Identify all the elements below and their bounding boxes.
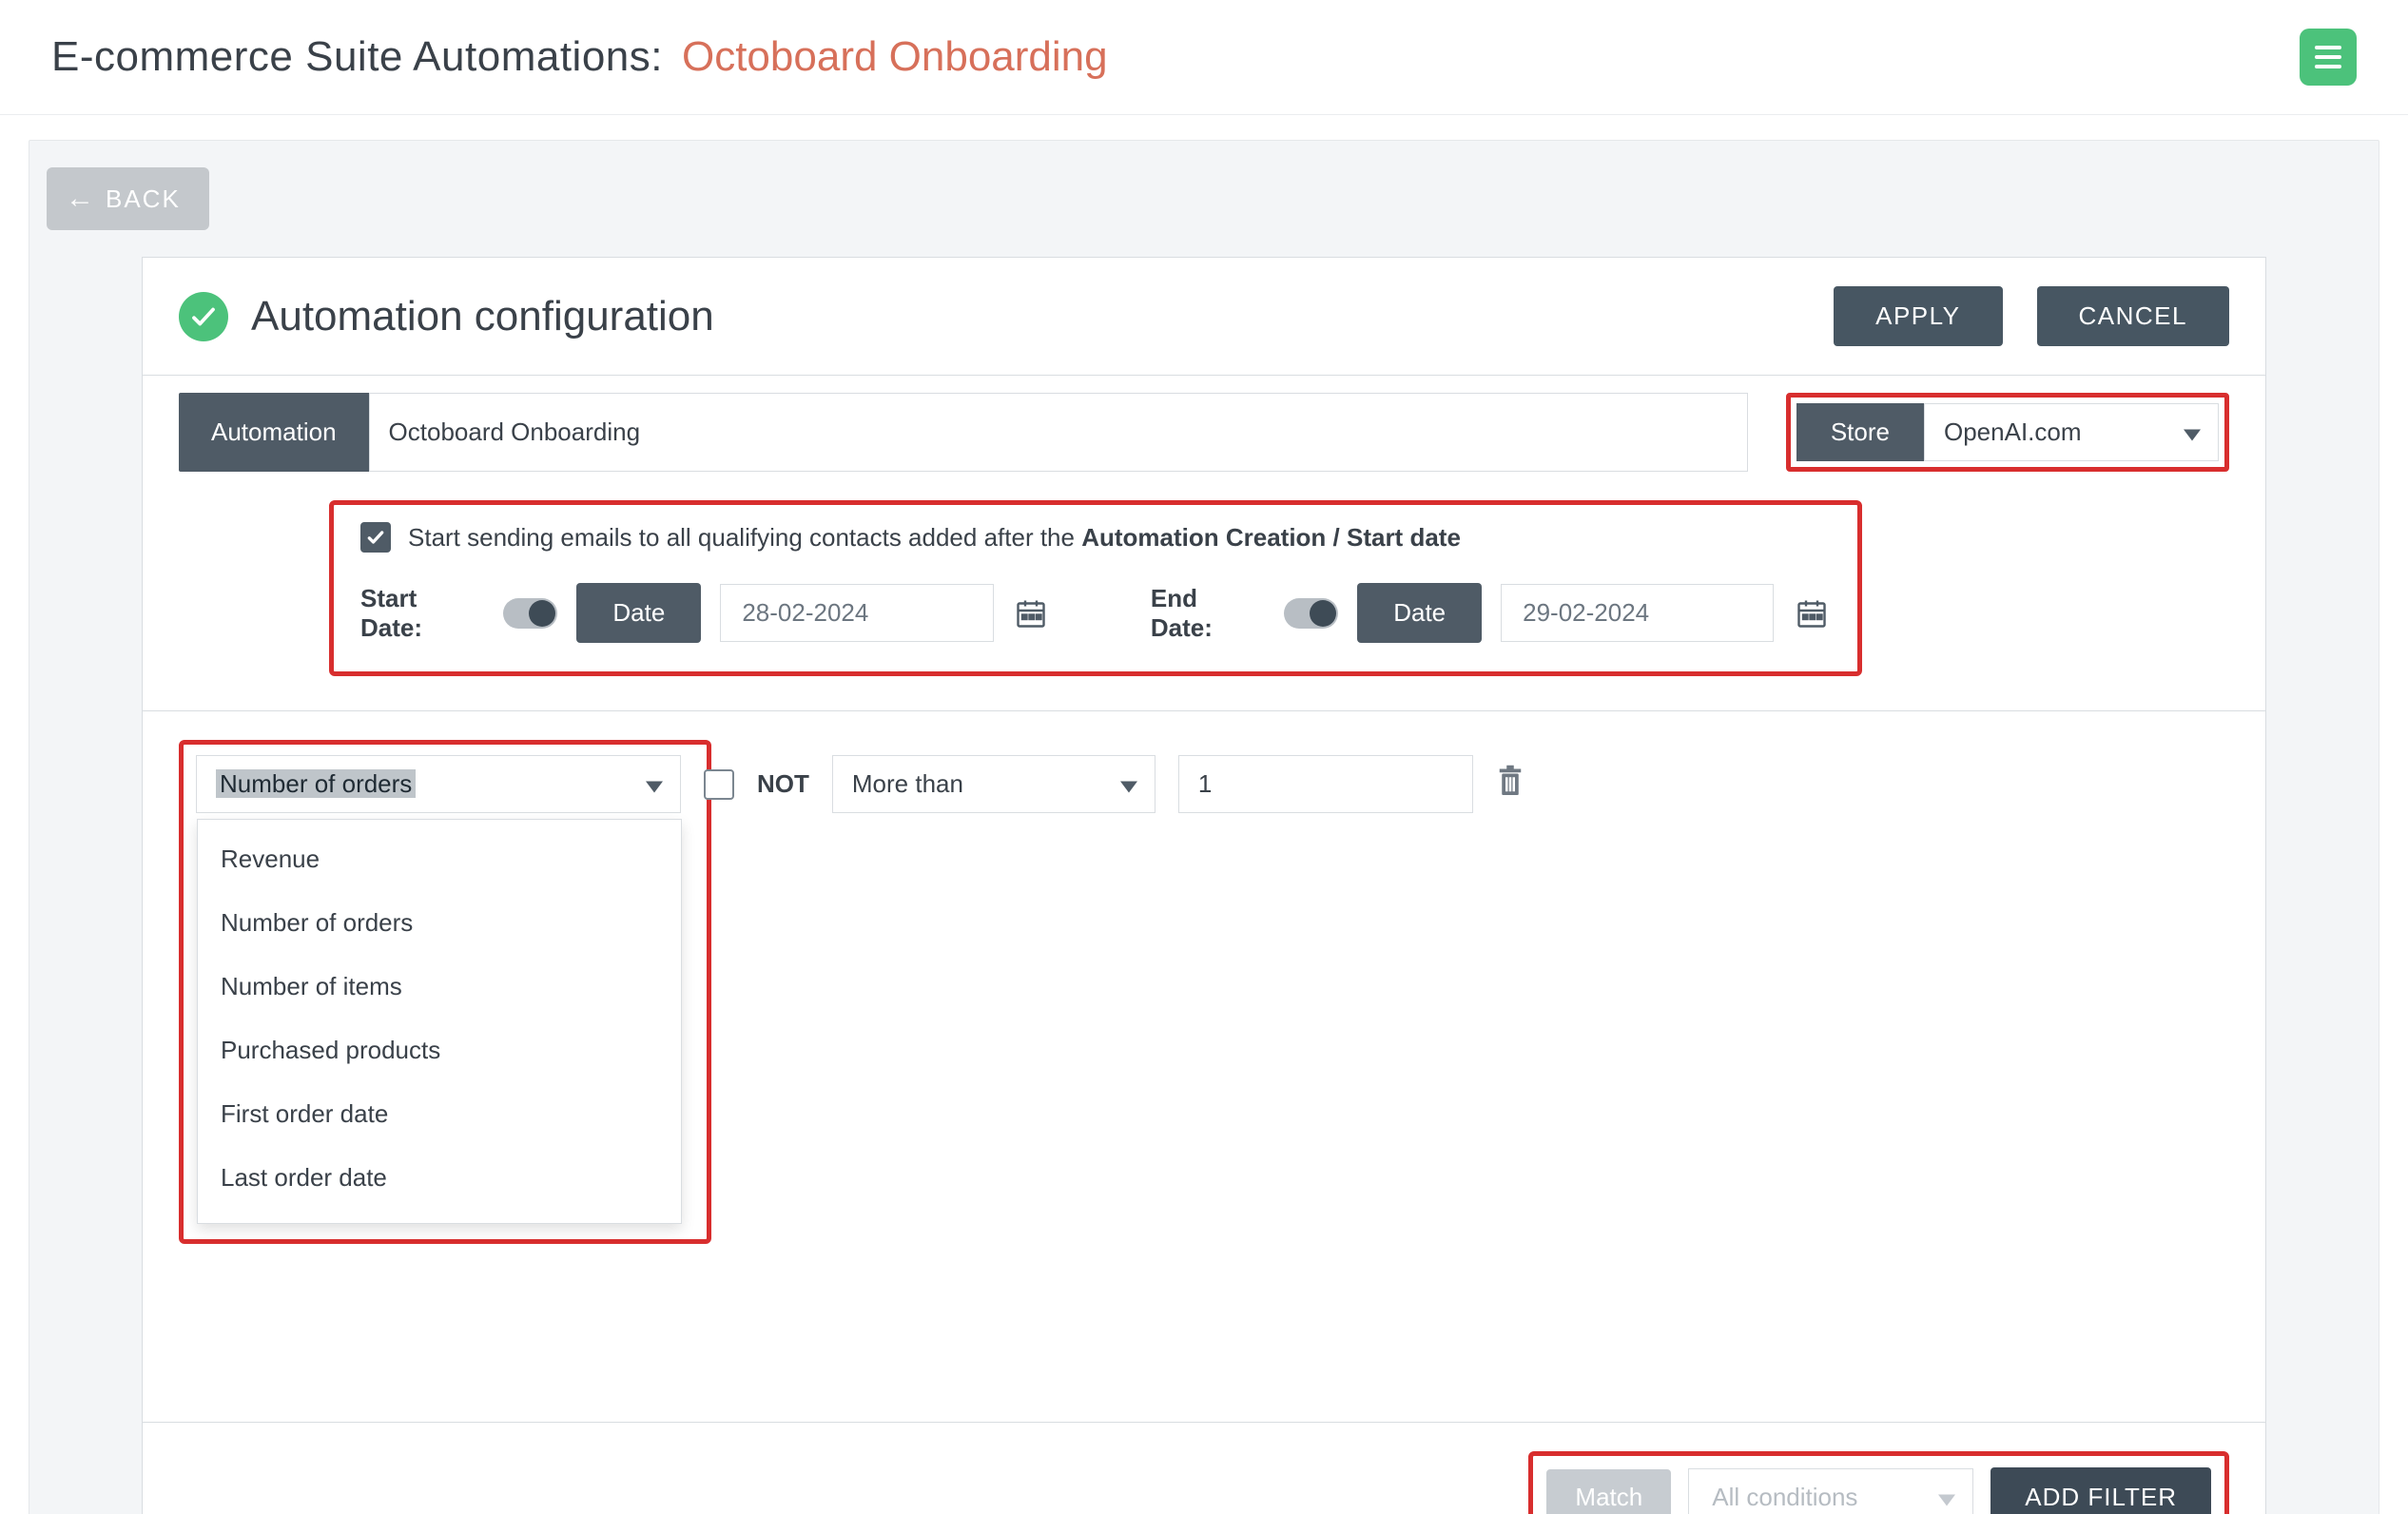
automation-name-input[interactable]: Octoboard Onboarding xyxy=(369,393,1748,472)
chevron-down-icon xyxy=(1938,1483,1955,1512)
dropdown-item[interactable]: Purchased products xyxy=(198,1019,681,1082)
date-row: Start Date: Date 28-02-2024 End Date: Da… xyxy=(360,583,1831,643)
dropdown-item[interactable]: Last order date xyxy=(198,1146,681,1210)
end-date-button[interactable]: Date xyxy=(1357,583,1482,643)
schedule-checkbox[interactable] xyxy=(360,522,391,553)
add-filter-button[interactable]: ADD FILTER xyxy=(1990,1467,2211,1514)
card-header: Automation configuration APPLY CANCEL xyxy=(143,258,2265,375)
card-title: Automation configuration xyxy=(251,293,714,340)
end-date-toggle[interactable] xyxy=(1284,598,1338,629)
content-shell: ← BACK Automation configuration APPLY CA… xyxy=(29,140,2379,1514)
schedule-checkbox-row: Start sending emails to all qualifying c… xyxy=(360,522,1831,553)
card-footer: Match All conditions ADD FILTER xyxy=(143,1422,2265,1514)
filter-value-input[interactable]: 1 xyxy=(1178,755,1473,813)
automation-group: Automation Octoboard Onboarding xyxy=(179,393,1748,472)
footer-highlight: Match All conditions ADD FILTER xyxy=(1528,1451,2229,1514)
back-button-label: BACK xyxy=(106,184,181,214)
delete-filter-button[interactable] xyxy=(1496,764,1524,805)
filter-metric-value: Number of orders xyxy=(216,769,416,798)
check-icon xyxy=(179,292,228,341)
schedule-checkbox-label: Start sending emails to all qualifying c… xyxy=(408,523,1461,553)
filter-comparator-select[interactable]: More than xyxy=(832,755,1155,813)
match-label: Match xyxy=(1546,1469,1671,1514)
filter-metric-dropdown: Revenue Number of orders Number of items… xyxy=(197,819,682,1224)
schedule-label-bold: Automation Creation / Start date xyxy=(1081,523,1461,552)
schedule-highlight: Start sending emails to all qualifying c… xyxy=(329,500,1862,676)
not-label: NOT xyxy=(757,769,809,799)
chevron-down-icon xyxy=(1120,769,1137,799)
start-date-label: Start Date: xyxy=(360,584,484,643)
store-select[interactable]: OpenAI.com xyxy=(1924,403,2219,461)
dropdown-item[interactable]: Revenue xyxy=(198,827,681,891)
apply-button[interactable]: APPLY xyxy=(1834,286,2002,346)
filter-metric-select[interactable]: Number of orders Revenue Number of order… xyxy=(196,755,681,813)
filter-block: Number of orders Revenue Number of order… xyxy=(143,710,2265,1251)
top-bar: E-commerce Suite Automations: Octoboard … xyxy=(0,0,2408,115)
dropdown-item[interactable]: Number of orders xyxy=(198,891,681,955)
cancel-button[interactable]: CANCEL xyxy=(2037,286,2229,346)
conditions-placeholder: All conditions xyxy=(1712,1483,1857,1511)
calendar-icon[interactable] xyxy=(1793,594,1831,632)
config-card: Automation configuration APPLY CANCEL Au… xyxy=(142,257,2266,1514)
menu-button[interactable] xyxy=(2300,29,2357,86)
store-label: Store xyxy=(1796,403,1924,461)
chevron-down-icon xyxy=(2184,417,2201,447)
not-checkbox[interactable] xyxy=(704,769,734,800)
store-group-highlight: Store OpenAI.com xyxy=(1786,393,2229,472)
store-select-value: OpenAI.com xyxy=(1944,417,2082,447)
dropdown-item[interactable]: First order date xyxy=(198,1082,681,1146)
end-date-input[interactable]: 29-02-2024 xyxy=(1501,584,1774,642)
filter-row: Number of orders Revenue Number of order… xyxy=(196,755,1524,813)
schedule-label-pre: Start sending emails to all qualifying c… xyxy=(408,523,1081,552)
back-button[interactable]: ← BACK xyxy=(47,167,209,230)
start-date-group: Start Date: Date 28-02-2024 xyxy=(360,583,1050,643)
end-date-group: End Date: Date 29-02-2024 xyxy=(1151,583,1831,643)
dropdown-item[interactable]: Number of items xyxy=(198,955,681,1019)
arrow-left-icon: ← xyxy=(66,183,96,215)
end-date-label: End Date: xyxy=(1151,584,1265,643)
automation-store-row: Automation Octoboard Onboarding Store Op… xyxy=(143,375,2265,489)
filter-comparator-value: More than xyxy=(852,769,963,798)
start-date-toggle[interactable] xyxy=(503,598,557,629)
page-title: E-commerce Suite Automations: xyxy=(51,33,663,81)
page-title-name: Octoboard Onboarding xyxy=(682,33,1108,81)
conditions-select[interactable]: All conditions xyxy=(1688,1468,1973,1514)
calendar-icon[interactable] xyxy=(1013,594,1051,632)
start-date-button[interactable]: Date xyxy=(576,583,701,643)
automation-label: Automation xyxy=(179,393,369,472)
start-date-input[interactable]: 28-02-2024 xyxy=(720,584,993,642)
chevron-down-icon xyxy=(646,769,663,799)
